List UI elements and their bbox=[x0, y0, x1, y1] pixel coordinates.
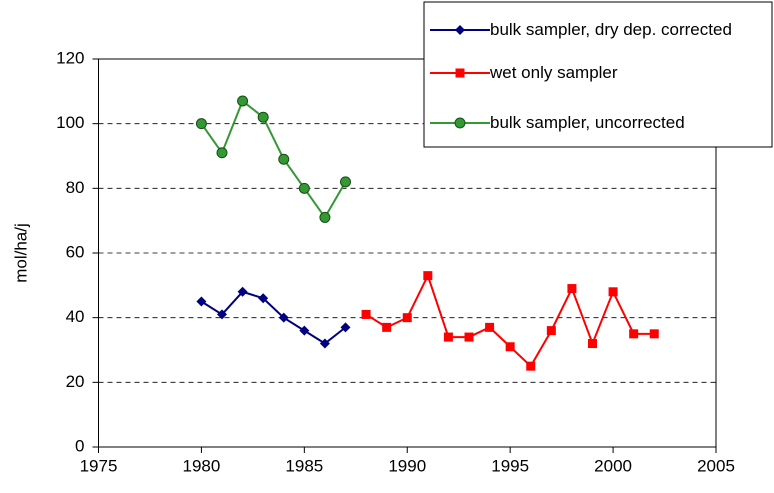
x-tick-label: 1995 bbox=[491, 456, 529, 475]
x-tick-label: 1985 bbox=[285, 456, 323, 475]
marker bbox=[298, 182, 310, 194]
y-tick-label: 0 bbox=[75, 436, 84, 455]
marker bbox=[216, 147, 228, 159]
y-tick-label: 20 bbox=[66, 372, 85, 391]
marker bbox=[464, 332, 474, 342]
marker bbox=[340, 176, 351, 188]
y-tick-label: 100 bbox=[56, 113, 84, 132]
y-tick-label: 40 bbox=[66, 307, 85, 326]
marker bbox=[567, 284, 577, 294]
marker bbox=[195, 118, 207, 130]
marker bbox=[505, 342, 515, 352]
x-tick-label: 1975 bbox=[80, 456, 118, 475]
y-tick-label: 60 bbox=[66, 242, 85, 261]
marker bbox=[257, 111, 269, 123]
marker bbox=[455, 68, 465, 78]
y-axis-label: mol/ha/j bbox=[11, 223, 30, 283]
marker bbox=[382, 322, 392, 332]
y-tick-label: 120 bbox=[56, 48, 84, 67]
marker bbox=[319, 211, 331, 223]
legend-box bbox=[423, 1, 773, 148]
marker bbox=[402, 313, 412, 323]
marker bbox=[443, 332, 453, 342]
x-tick-label: 1990 bbox=[388, 456, 426, 475]
legend-label-box: bulk sampler, uncorrected bbox=[490, 113, 685, 132]
series-line bbox=[200, 290, 347, 345]
x-tick-label: 2005 bbox=[697, 456, 735, 475]
marker bbox=[237, 95, 249, 107]
marker bbox=[278, 153, 290, 165]
marker bbox=[485, 322, 495, 332]
x-tick-label: 2000 bbox=[594, 456, 632, 475]
x-tick-label: 1980 bbox=[183, 456, 221, 475]
marker bbox=[423, 271, 433, 281]
marker bbox=[629, 329, 639, 339]
marker bbox=[526, 361, 536, 371]
series-line bbox=[200, 99, 347, 220]
marker bbox=[258, 293, 269, 304]
marker bbox=[454, 117, 466, 129]
marker bbox=[588, 339, 597, 349]
marker bbox=[546, 326, 556, 336]
marker bbox=[340, 322, 351, 333]
marker bbox=[649, 329, 659, 339]
marker bbox=[608, 287, 618, 297]
marker bbox=[196, 296, 207, 307]
legend-label: bulk sampler, uncorrected bbox=[490, 113, 685, 132]
legend-label: wet only sampler bbox=[490, 63, 618, 82]
marker bbox=[361, 309, 371, 319]
marker bbox=[299, 325, 310, 336]
legend-label-box: wet only sampler bbox=[490, 63, 618, 82]
marker bbox=[278, 312, 289, 323]
y-tick-label: 80 bbox=[66, 178, 85, 197]
marker bbox=[237, 286, 248, 297]
legend-label: bulk sampler, dry dep. corrected bbox=[490, 20, 732, 39]
marker bbox=[217, 309, 227, 320]
marker bbox=[319, 338, 330, 349]
legend-label-box: bulk sampler, dry dep. corrected bbox=[490, 20, 732, 39]
marker bbox=[455, 25, 465, 35]
